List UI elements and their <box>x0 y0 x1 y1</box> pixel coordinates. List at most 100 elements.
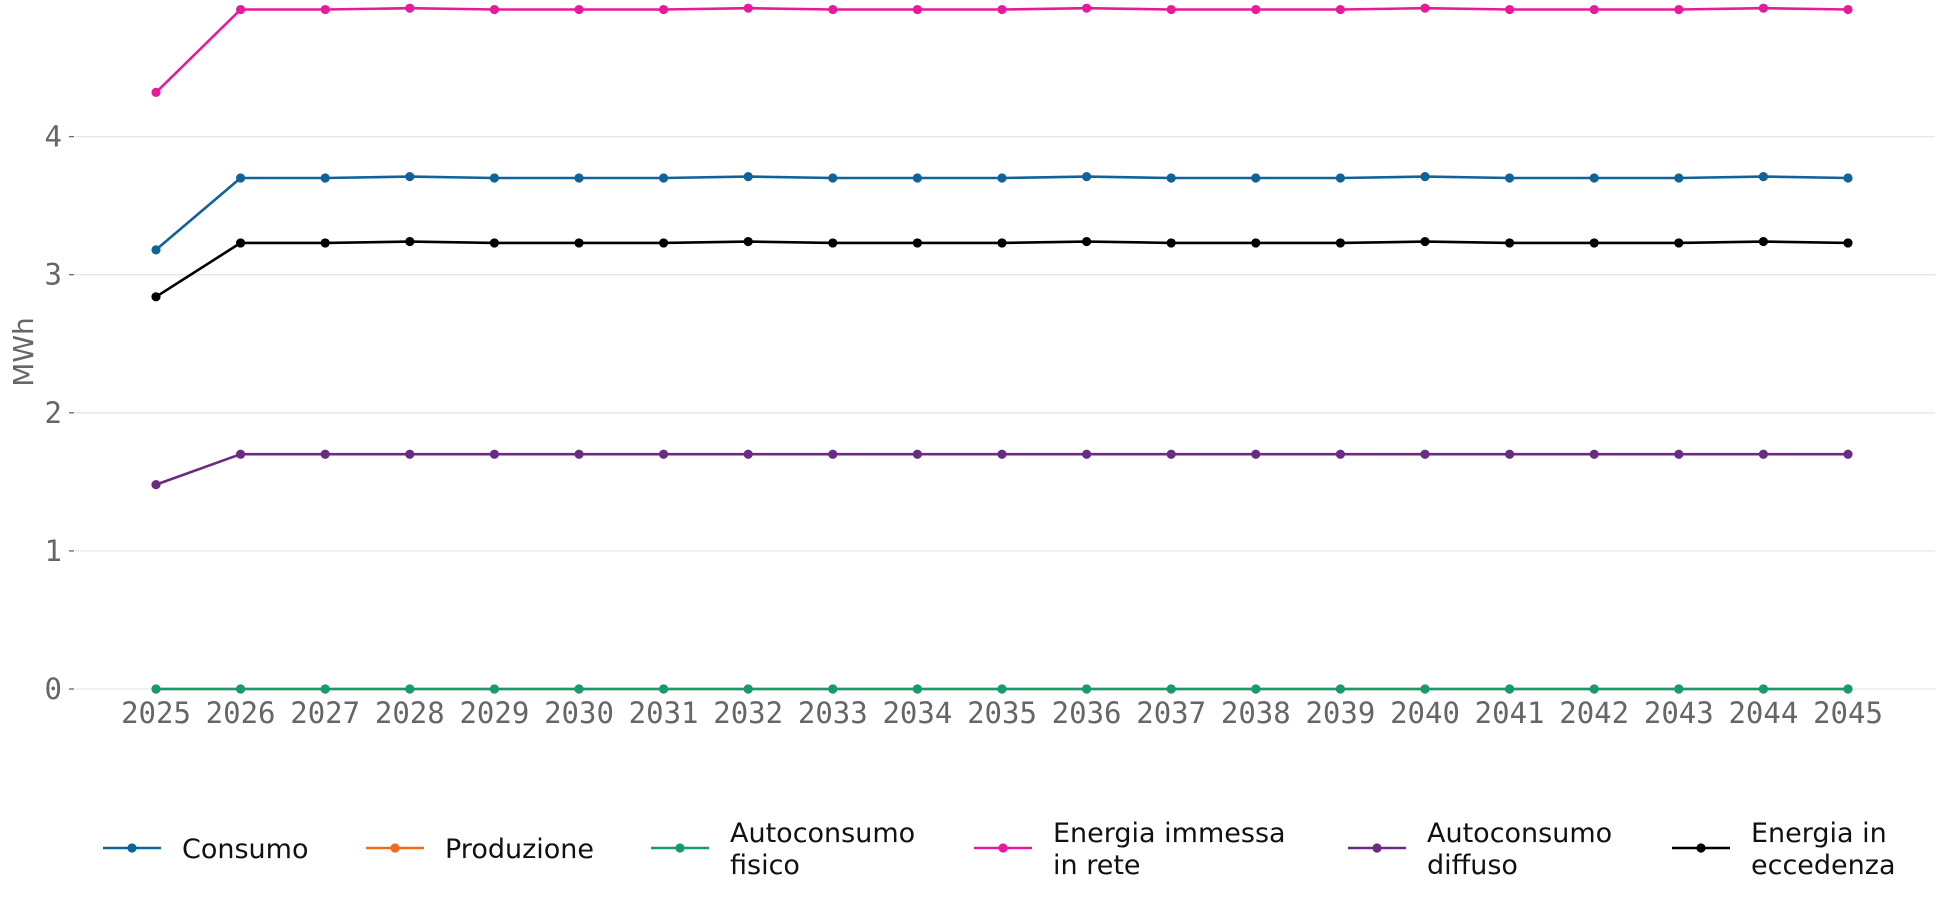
data-point <box>828 238 838 248</box>
legend: Consumo ProduzioneAutoconsumofisicoEnergi… <box>103 818 1896 881</box>
data-point <box>1843 238 1853 248</box>
series-autoconsumo-fisico <box>151 684 1853 694</box>
series-line <box>155 6 1849 94</box>
data-point <box>828 684 838 694</box>
y-tick-label: 0 <box>45 672 62 706</box>
data-point <box>1082 684 1092 694</box>
legend-item: Produzione <box>366 834 594 865</box>
x-tick-label: 2045 <box>1813 696 1883 730</box>
data-point <box>1505 449 1515 459</box>
legend-label: Energia in <box>1751 818 1887 849</box>
data-point <box>1251 238 1261 248</box>
data-point <box>1758 172 1768 182</box>
data-point <box>1420 449 1430 459</box>
data-point <box>489 449 499 459</box>
legend-label: fisico <box>730 850 800 881</box>
x-tick-label: 2043 <box>1644 696 1714 730</box>
legend-label: Autoconsumo <box>1427 818 1612 849</box>
legend-swatch-marker <box>998 843 1008 853</box>
data-point <box>236 173 246 183</box>
x-tick-label: 2040 <box>1390 696 1460 730</box>
data-point <box>489 238 499 248</box>
data-point <box>1166 173 1176 183</box>
y-tick-label: 2 <box>45 396 62 430</box>
x-tick-label: 2027 <box>290 696 360 730</box>
legend-swatch-marker <box>1372 843 1382 853</box>
series-consumo <box>151 172 1853 255</box>
x-tick-label: 2038 <box>1221 696 1291 730</box>
data-point <box>743 3 753 13</box>
legend-label: Energia immessa <box>1053 818 1286 849</box>
data-point <box>151 684 161 694</box>
data-point <box>1082 449 1092 459</box>
data-point <box>236 449 246 459</box>
data-point <box>1335 238 1345 248</box>
data-point <box>1082 236 1092 247</box>
data-point <box>743 684 753 694</box>
data-point <box>1420 172 1430 182</box>
data-point <box>1082 172 1092 182</box>
data-point <box>405 172 415 182</box>
data-point <box>997 238 1007 248</box>
data-point <box>1420 684 1430 694</box>
data-point <box>1335 449 1345 459</box>
legend-label: Consumo <box>182 834 308 865</box>
x-tick-label: 2032 <box>713 696 783 730</box>
data-point <box>1335 173 1345 183</box>
data-point <box>1251 4 1261 15</box>
data-point <box>997 173 1007 183</box>
data-point <box>743 236 753 247</box>
data-point <box>1505 684 1515 694</box>
data-point <box>489 4 499 15</box>
data-point <box>1843 4 1853 15</box>
data-point <box>1589 173 1599 183</box>
data-point <box>659 4 669 15</box>
data-point <box>828 173 838 183</box>
x-tick-label: 2029 <box>459 696 529 730</box>
data-point <box>997 684 1007 694</box>
data-point <box>1674 684 1684 694</box>
data-point <box>320 173 330 183</box>
legend-label: in rete <box>1053 850 1141 881</box>
data-point <box>405 684 415 694</box>
x-tick-label: 2033 <box>798 696 868 730</box>
data-point <box>236 4 246 15</box>
data-point <box>320 449 330 459</box>
data-point <box>1082 3 1092 13</box>
legend-swatch-marker <box>390 843 400 853</box>
data-point <box>743 172 753 182</box>
data-point <box>236 238 246 248</box>
data-point <box>1758 236 1768 247</box>
x-tick-label: 2036 <box>1052 696 1122 730</box>
data-point <box>574 4 584 15</box>
y-tick-label: 4 <box>45 120 62 154</box>
y-tick-label: 1 <box>45 534 62 568</box>
data-point <box>1843 684 1853 694</box>
data-point <box>659 238 669 248</box>
data-point <box>1251 173 1261 183</box>
data-point <box>489 173 499 183</box>
data-point <box>912 173 923 183</box>
legend-swatch-marker <box>1696 843 1706 853</box>
data-point <box>1674 449 1684 459</box>
data-point <box>236 684 246 694</box>
data-point <box>1589 238 1599 248</box>
y-tick-label: 3 <box>45 258 62 292</box>
series-group <box>151 3 1853 694</box>
x-tick-label: 2041 <box>1475 696 1545 730</box>
data-point <box>743 449 753 459</box>
data-point <box>659 173 669 183</box>
series-line <box>155 240 1849 298</box>
x-tick-label: 2042 <box>1559 696 1629 730</box>
data-point <box>912 4 923 15</box>
x-tick-label: 2031 <box>629 696 699 730</box>
x-tick-label: 2028 <box>375 696 445 730</box>
data-point <box>151 480 161 490</box>
data-point <box>912 449 923 459</box>
x-axis-ticks: 2025 2026 2027 2028 2029 2030 2031 2032 2033 2034… <box>121 696 1883 730</box>
